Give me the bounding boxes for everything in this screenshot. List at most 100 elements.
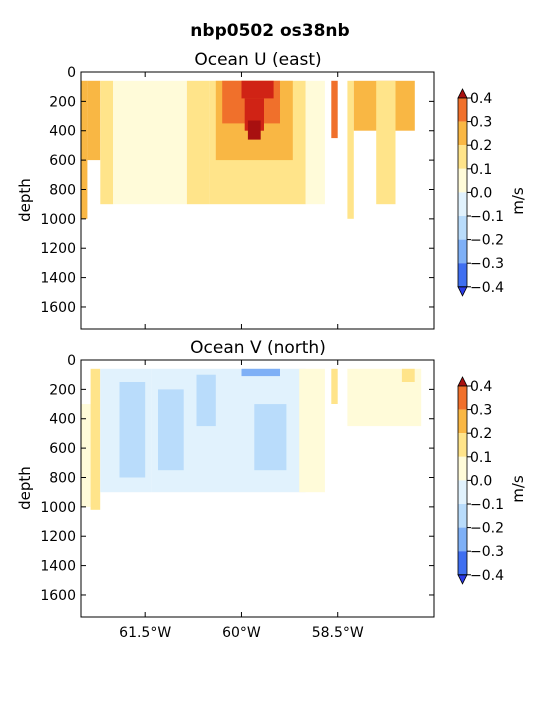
colorbar-bin-ocean-u-0 [458,98,467,122]
panel-ocean-v-ylabel: depth [16,466,34,510]
colorbar-ticklabel-ocean-u-1: 0.3 [470,115,492,131]
figure-suptitle: nbp0502 os38nb [190,21,349,41]
colorbar-bin-ocean-v-6 [458,527,467,552]
colorbar-bin-ocean-u-5 [458,216,467,240]
panel-ocean-u: Ocean U (east) 0 200 400 600 800 1000 1200 1400… [16,50,527,330]
heatmap-cell-ocean-u-5 [186,80,210,205]
colorbar-ticklabel-ocean-v-8: −0.4 [470,568,504,584]
panel-ocean-v-xaxis: 61.5°W 60°W 58.5°W [119,360,364,641]
panel-ocean-u-title: Ocean U (east) [194,50,321,70]
colorbar-bin-ocean-u-7 [458,263,467,287]
colorbar-bin-ocean-u-4 [458,192,467,216]
ytick-label-ocean-u-7: 1400 [40,271,76,287]
panel-ocean-v-colorbar-label: m/s [509,475,527,503]
ytick-label-ocean-v-7: 1400 [40,559,76,575]
ytick-label-ocean-u-0: 0 [67,65,76,81]
colorbar-ticklabel-ocean-v-7: −0.3 [470,544,504,560]
colorbar-bin-ocean-u-2 [458,145,467,169]
colorbar-ticklabel-ocean-u-2: 0.2 [470,138,492,154]
colorbar-arrow-bottom-ocean-u [457,286,468,297]
ytick-label-ocean-v-4: 800 [49,470,76,486]
ytick-label-ocean-v-6: 1200 [40,529,76,545]
heatmap-cell-ocean-u-2 [100,80,114,205]
colorbar-bin-ocean-v-4 [458,480,467,504]
ytick-label-ocean-v-1: 200 [49,382,76,398]
panel-ocean-u-colorbar: 0.4 0.3 0.2 0.1 0.0 −0.1 −0.2 −0.3 −0.4 [457,88,504,297]
heatmap-cell-ocean-u-12 [305,80,325,205]
heatmap-cell-ocean-u-1 [87,80,101,161]
colorbar-ticklabel-ocean-v-1: 0.3 [470,403,492,419]
ytick-label-ocean-v-5: 1000 [40,500,76,516]
heatmap-cell-ocean-u-16 [376,80,396,205]
panel-ocean-u-heatmap [81,80,415,219]
colorbar-ticklabel-ocean-v-5: −0.1 [470,497,504,513]
colorbar-ticklabel-ocean-u-8: −0.4 [470,280,504,296]
panel-ocean-u-colorbar-label: m/s [509,187,527,215]
colorbar-arrow-bottom-ocean-v [457,574,468,585]
colorbar-ticklabel-ocean-v-3: 0.1 [470,450,492,466]
ytick-label-ocean-u-3: 600 [49,153,76,169]
ytick-label-ocean-v-3: 600 [49,441,76,457]
panel-ocean-u-frame [80,71,435,330]
colorbar-bin-ocean-v-2 [458,433,467,457]
heatmap-cell-ocean-u-11 [247,120,261,140]
ytick-label-ocean-u-1: 200 [49,94,76,110]
heatmap-cell-ocean-v-12 [401,368,415,382]
colorbar-bin-ocean-v-1 [458,409,467,434]
panel-ocean-u-yaxis: 0 200 400 600 800 1000 1200 1400 1600 [40,65,434,316]
panel-ocean-v-yaxis: 0 200 400 600 800 1000 1200 1400 1600 [40,353,434,604]
ytick-label-ocean-u-8: 1600 [40,300,76,316]
panel-ocean-v: Ocean V (north) 0 200 400 600 800 1000 1200 140… [16,338,527,641]
colorbar-ticklabel-ocean-u-6: −0.2 [470,233,504,249]
colorbar-ticklabel-ocean-u-5: −0.1 [470,209,504,225]
panel-ocean-v-frame [80,359,435,618]
colorbar-ticklabel-ocean-u-3: 0.1 [470,162,492,178]
heatmap-cell-ocean-v-10 [331,368,338,404]
heatmap-cell-ocean-v-8 [254,404,287,471]
panel-ocean-v-title: Ocean V (north) [190,338,326,358]
heatmap-cell-ocean-v-7 [241,368,280,377]
heatmap-cell-ocean-u-13 [331,80,338,139]
colorbar-ticklabel-ocean-v-0: 0.4 [470,379,492,395]
colorbar-arrow-top-ocean-v [457,376,468,387]
panel-ocean-v-heatmap [81,368,422,510]
colorbar-bin-ocean-u-3 [458,168,467,193]
colorbar-bin-ocean-v-7 [458,551,467,575]
ytick-label-ocean-u-2: 400 [49,124,76,140]
ytick-label-ocean-v-8: 1600 [40,588,76,604]
ytick-label-ocean-v-2: 400 [49,412,76,428]
ytick-label-ocean-u-5: 1000 [40,212,76,228]
xtick-label-ocean-v-1: 60°W [222,625,261,641]
colorbar-bin-ocean-u-1 [458,121,467,146]
colorbar-ticklabel-ocean-u-4: 0.0 [470,185,492,201]
colorbar-bin-ocean-v-5 [458,504,467,528]
colorbar-bin-ocean-v-0 [458,386,467,410]
panel-ocean-v-colorbar: 0.4 0.3 0.2 0.1 0.0 −0.1 −0.2 −0.3 −0.4 [457,376,504,585]
heatmap-cell-ocean-v-6 [196,374,216,427]
panel-ocean-u-ylabel: depth [16,178,34,222]
ytick-label-ocean-u-6: 1200 [40,241,76,257]
heatmap-cell-ocean-v-1 [90,368,101,510]
heatmap-cell-ocean-u-14 [347,80,354,219]
colorbar-ticklabel-ocean-v-4: 0.0 [470,473,492,489]
heatmap-cell-ocean-v-5 [158,389,184,471]
colorbar-bin-ocean-v-3 [458,456,467,481]
heatmap-cell-ocean-v-3 [119,382,146,478]
panel-ocean-u-xaxis [144,72,339,329]
ytick-label-ocean-v-0: 0 [67,353,76,369]
heatmap-cell-ocean-u-0 [81,80,88,219]
ytick-label-ocean-u-4: 800 [49,182,76,198]
colorbar-bin-ocean-u-6 [458,239,467,264]
colorbar-ticklabel-ocean-u-7: −0.3 [470,256,504,272]
colorbar-ticklabel-ocean-v-2: 0.2 [470,426,492,442]
xtick-label-ocean-v-2: 58.5°W [312,625,364,641]
heatmap-cell-ocean-v-9 [299,368,325,493]
colorbar-ticklabel-ocean-v-6: −0.2 [470,521,504,537]
heatmap-cell-ocean-u-3 [113,80,158,205]
heatmap-cell-ocean-u-9 [241,80,274,99]
heatmap-cell-ocean-v-0 [81,404,91,507]
heatmap-cell-ocean-u-4 [158,80,187,205]
colorbar-arrow-top-ocean-u [457,88,468,99]
xtick-label-ocean-v-0: 61.5°W [119,625,171,641]
